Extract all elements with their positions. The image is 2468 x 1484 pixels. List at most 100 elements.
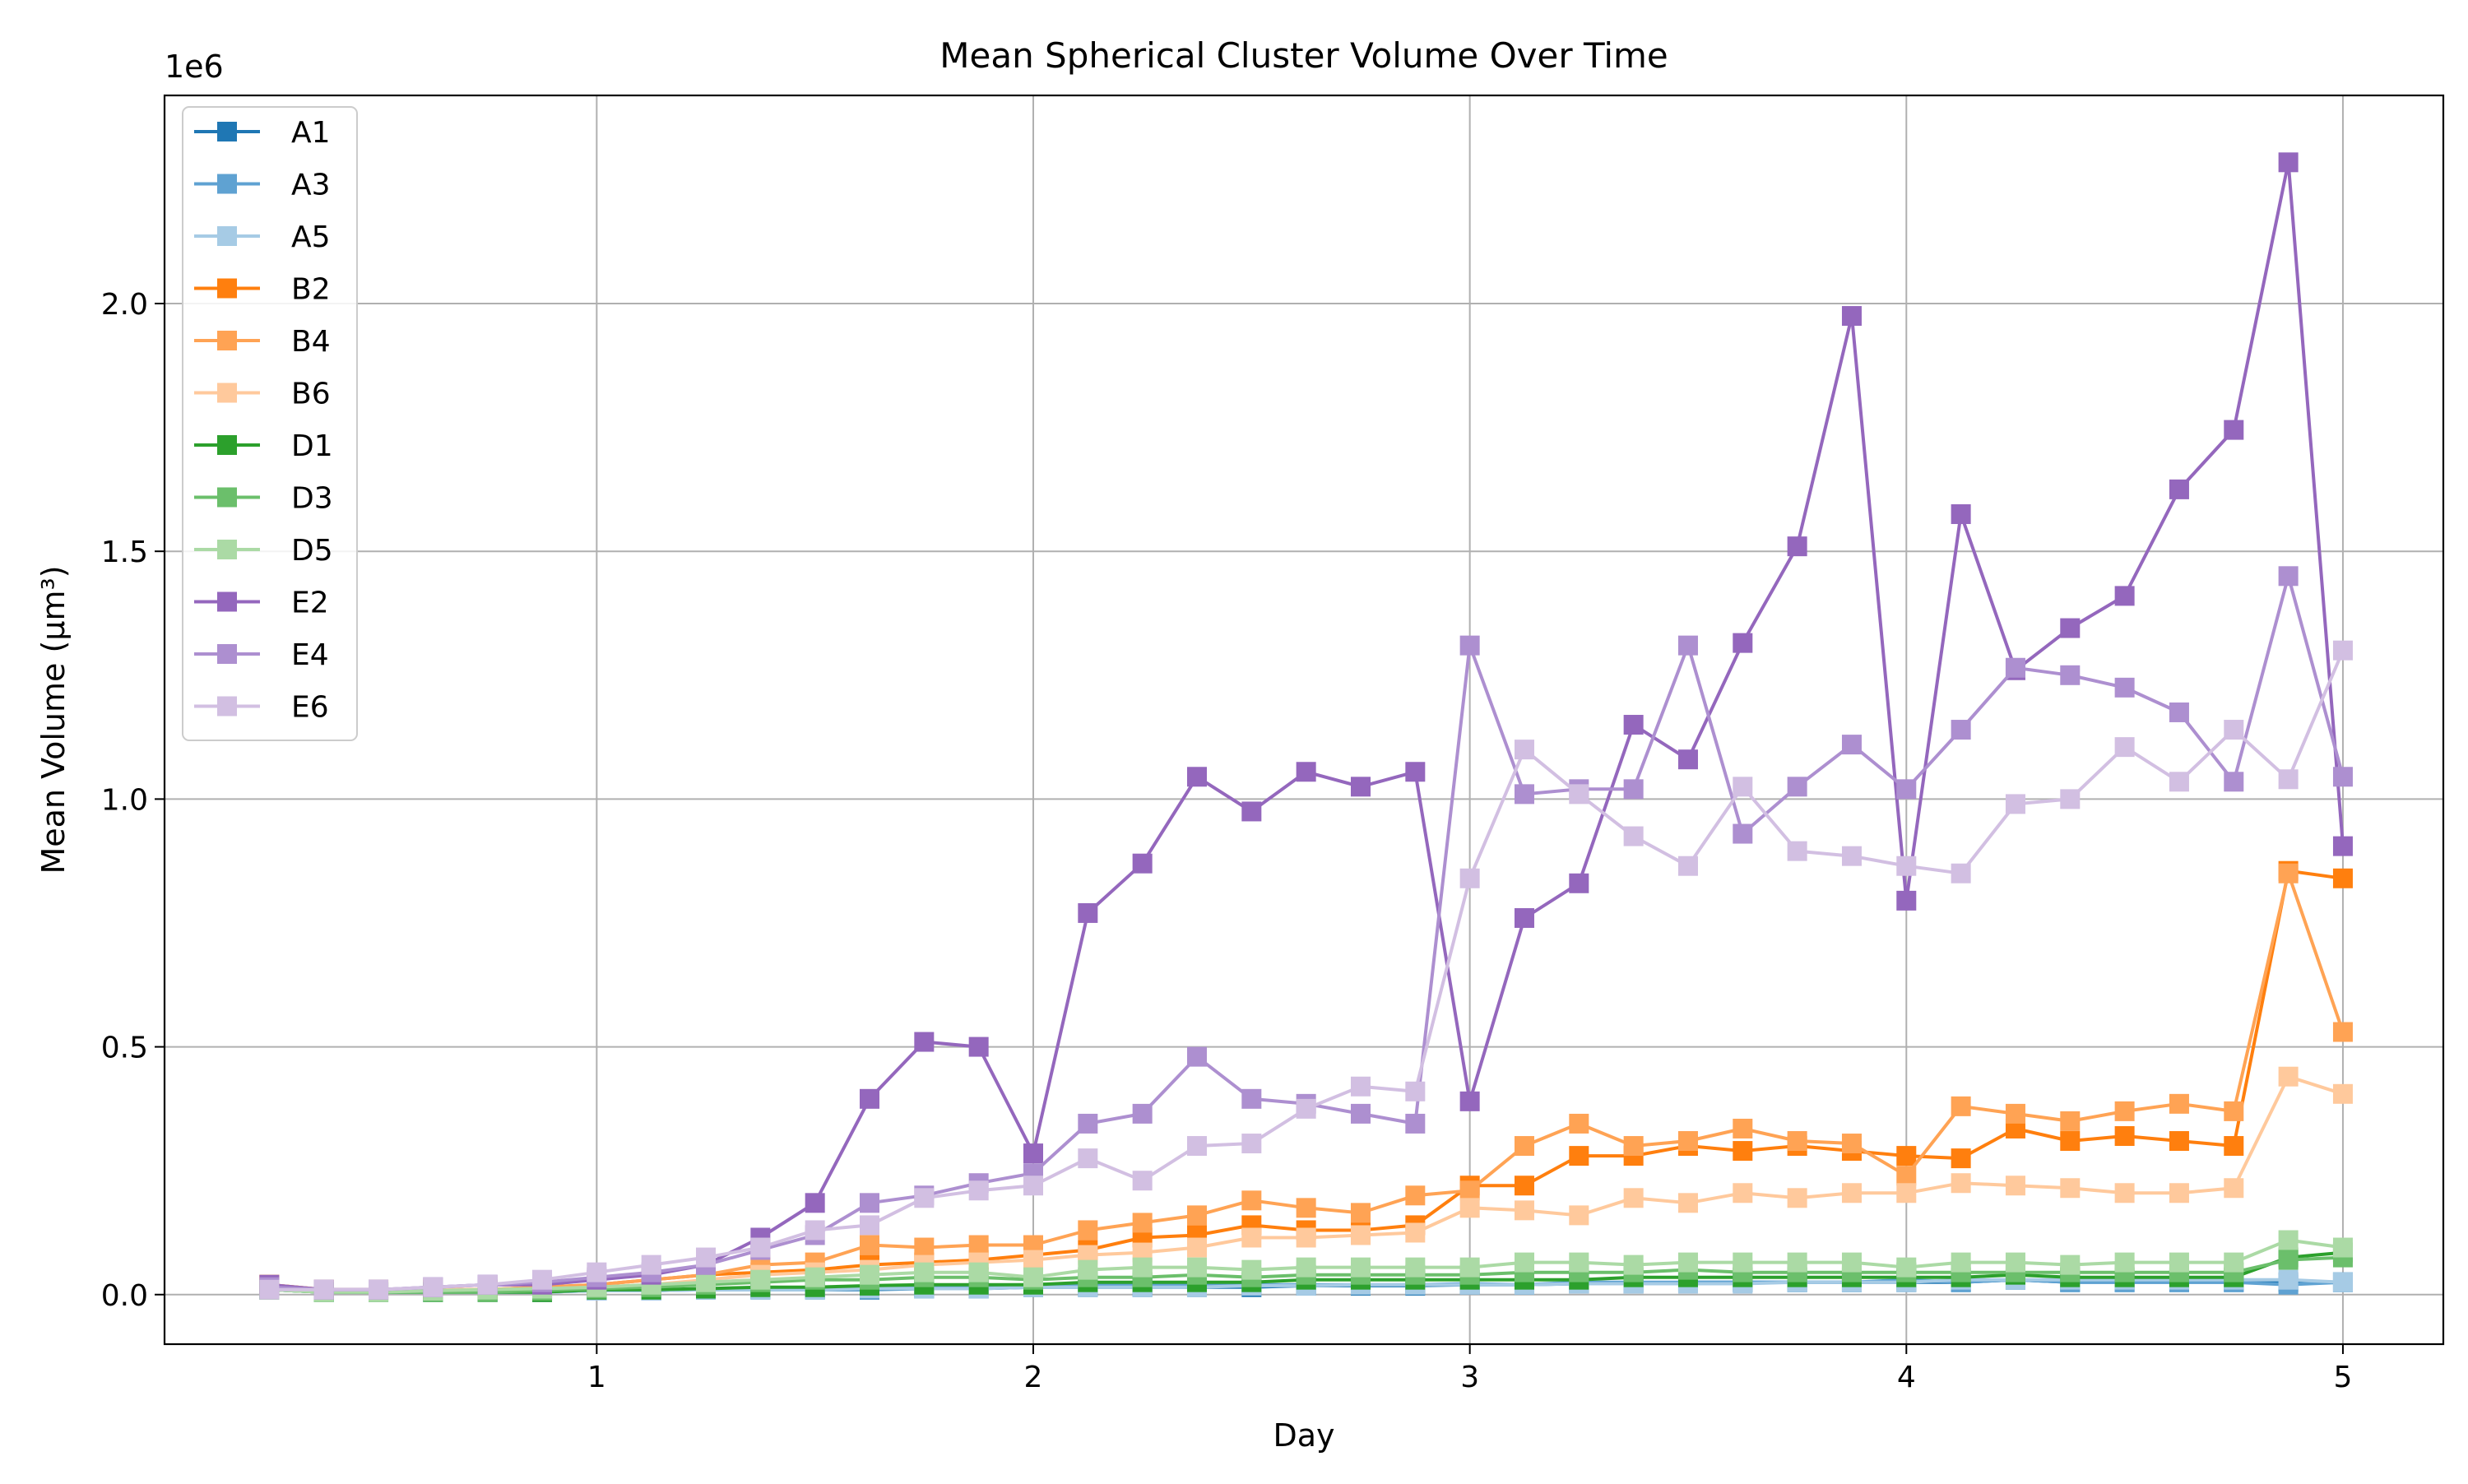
data-point <box>2169 772 2189 792</box>
data-point <box>1459 1091 1480 1111</box>
data-point <box>2060 789 2081 809</box>
data-point <box>2060 1178 2081 1199</box>
data-point <box>1350 1076 1371 1097</box>
data-point <box>1241 1259 1262 1280</box>
data-point <box>2060 1111 2081 1131</box>
legend-item: D1 <box>194 429 333 463</box>
data-point <box>532 1269 553 1290</box>
legend-label: E4 <box>291 638 329 672</box>
data-point <box>696 1247 717 1268</box>
data-point <box>1350 777 1371 797</box>
data-point <box>2005 657 2025 678</box>
data-point <box>1896 890 1917 911</box>
data-point <box>2005 1252 2025 1273</box>
data-point <box>1569 784 1589 805</box>
series-E2 <box>259 152 2353 1300</box>
data-point <box>1078 1148 1098 1169</box>
legend-label: E6 <box>291 691 329 725</box>
data-point <box>805 1220 825 1241</box>
data-point <box>2169 1131 2189 1152</box>
legend-item: A5 <box>194 220 331 254</box>
legend-label: A1 <box>291 116 331 150</box>
x-tick-label: 5 <box>2333 1361 2352 1394</box>
legend-item: E6 <box>194 691 329 725</box>
legend-marker <box>217 383 237 403</box>
data-point <box>2224 420 2244 440</box>
y-tick-label: 2.0 <box>101 288 148 322</box>
data-point <box>2332 868 2353 888</box>
data-point <box>2224 1178 2244 1199</box>
data-point <box>2278 1269 2299 1290</box>
data-point <box>1787 841 1807 861</box>
data-point <box>2114 677 2135 698</box>
legend-marker <box>217 591 237 612</box>
legend-item: A3 <box>194 169 331 202</box>
data-point <box>1951 504 1971 525</box>
legend-label: B6 <box>291 378 331 411</box>
legend-label: E2 <box>291 587 329 620</box>
tick-layer: 1 2 3 4 5 0.0 0.5 1.0 1.5 2.0 <box>101 288 2353 1394</box>
data-point <box>1896 779 1917 800</box>
data-point <box>2224 1101 2244 1121</box>
data-point <box>1677 1131 1698 1152</box>
data-point <box>1787 1131 1807 1152</box>
data-point <box>2114 737 2135 758</box>
data-point <box>1241 1134 1262 1154</box>
data-point <box>1459 635 1480 656</box>
data-point <box>2114 1126 2135 1146</box>
chart-title: Mean Spherical Cluster Volume Over Time <box>939 35 1668 76</box>
legend-marker <box>217 331 237 350</box>
x-tick-label: 3 <box>1460 1361 1479 1394</box>
data-point <box>1951 1096 1971 1116</box>
data-point <box>860 1193 880 1213</box>
data-point <box>2278 863 2299 883</box>
data-point <box>1896 1183 1917 1203</box>
data-point <box>1733 777 1753 797</box>
data-point <box>1677 856 1698 876</box>
data-point <box>2114 586 2135 606</box>
data-point <box>968 1180 989 1201</box>
data-point <box>1132 1213 1153 1233</box>
data-point <box>1405 1257 1426 1278</box>
data-point <box>1078 1220 1098 1241</box>
data-point <box>1569 1113 1589 1134</box>
data-point <box>1896 1146 1917 1166</box>
legend-item: A1 <box>194 116 331 150</box>
data-point <box>1459 1257 1480 1278</box>
y-tick-label: 1.0 <box>101 783 148 817</box>
data-point <box>914 1237 935 1258</box>
data-point <box>860 1235 880 1255</box>
legend-marker <box>217 696 237 716</box>
legend-label: D1 <box>291 429 333 463</box>
data-point <box>1733 823 1753 844</box>
data-point <box>1405 1222 1426 1243</box>
data-point <box>1023 1250 1043 1270</box>
data-point <box>1078 1113 1098 1134</box>
data-point <box>1241 1190 1262 1211</box>
data-point <box>1405 1185 1426 1206</box>
data-point <box>1841 1183 1862 1203</box>
data-point <box>477 1274 498 1295</box>
data-point <box>1951 863 1971 883</box>
data-point <box>1241 1227 1262 1248</box>
legend-marker <box>217 540 237 559</box>
legend-label: B4 <box>291 325 331 359</box>
series-E6 <box>259 640 2353 1300</box>
data-point <box>1787 536 1807 557</box>
data-point <box>1896 1166 1917 1186</box>
data-point <box>1350 1225 1371 1245</box>
data-point <box>2169 1252 2189 1273</box>
data-point <box>1733 1141 1753 1162</box>
data-point <box>1841 846 1862 866</box>
plot-frame <box>163 94 2445 1346</box>
data-point <box>696 1272 717 1292</box>
data-point <box>2278 152 2299 173</box>
data-point <box>1787 1188 1807 1208</box>
data-point <box>2278 1230 2299 1250</box>
data-point <box>423 1277 443 1297</box>
y-tick-label: 0.5 <box>101 1032 148 1065</box>
data-point <box>1677 1193 1698 1213</box>
data-point <box>2278 1066 2299 1087</box>
data-point <box>2060 1254 2081 1275</box>
data-point <box>2060 665 2081 685</box>
